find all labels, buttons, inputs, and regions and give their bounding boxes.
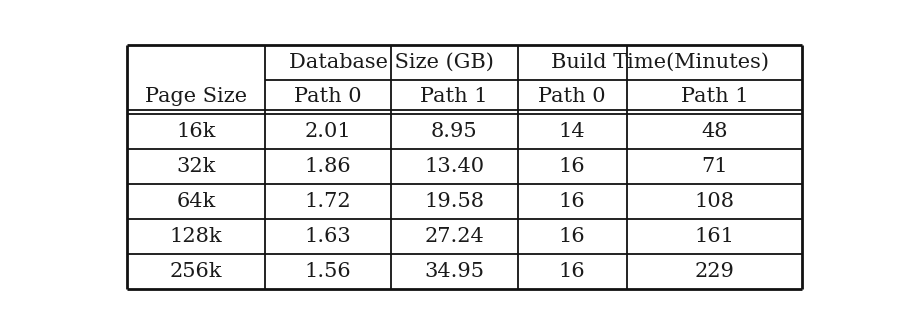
Text: 13.40: 13.40 xyxy=(424,157,484,176)
Text: 16: 16 xyxy=(559,262,585,281)
Text: Path 0: Path 0 xyxy=(538,87,606,107)
Text: 128k: 128k xyxy=(170,227,222,246)
Text: 2.01: 2.01 xyxy=(305,122,351,141)
Text: Build Time(Minutes): Build Time(Minutes) xyxy=(551,52,769,72)
Text: 8.95: 8.95 xyxy=(431,122,478,141)
Text: 1.56: 1.56 xyxy=(305,262,351,281)
Text: Path 1: Path 1 xyxy=(680,87,748,107)
Text: 16: 16 xyxy=(559,157,585,176)
Text: 108: 108 xyxy=(695,192,735,211)
Text: 19.58: 19.58 xyxy=(424,192,484,211)
Text: Path 0: Path 0 xyxy=(294,87,362,107)
Text: 14: 14 xyxy=(559,122,585,141)
Text: 71: 71 xyxy=(701,157,727,176)
Text: 27.24: 27.24 xyxy=(424,227,484,246)
Text: 32k: 32k xyxy=(176,157,216,176)
Text: 16: 16 xyxy=(559,192,585,211)
Text: 1.86: 1.86 xyxy=(305,157,351,176)
Text: Page Size: Page Size xyxy=(145,87,247,107)
Text: 229: 229 xyxy=(695,262,735,281)
Text: Path 1: Path 1 xyxy=(421,87,488,107)
Text: 64k: 64k xyxy=(176,192,216,211)
Text: 1.63: 1.63 xyxy=(305,227,351,246)
Text: 48: 48 xyxy=(701,122,727,141)
Text: 16: 16 xyxy=(559,227,585,246)
Text: 161: 161 xyxy=(695,227,735,246)
Text: 1.72: 1.72 xyxy=(305,192,351,211)
Text: Database Size (GB): Database Size (GB) xyxy=(288,52,493,72)
Text: 16k: 16k xyxy=(176,122,216,141)
Text: 256k: 256k xyxy=(170,262,222,281)
Text: 34.95: 34.95 xyxy=(424,262,484,281)
